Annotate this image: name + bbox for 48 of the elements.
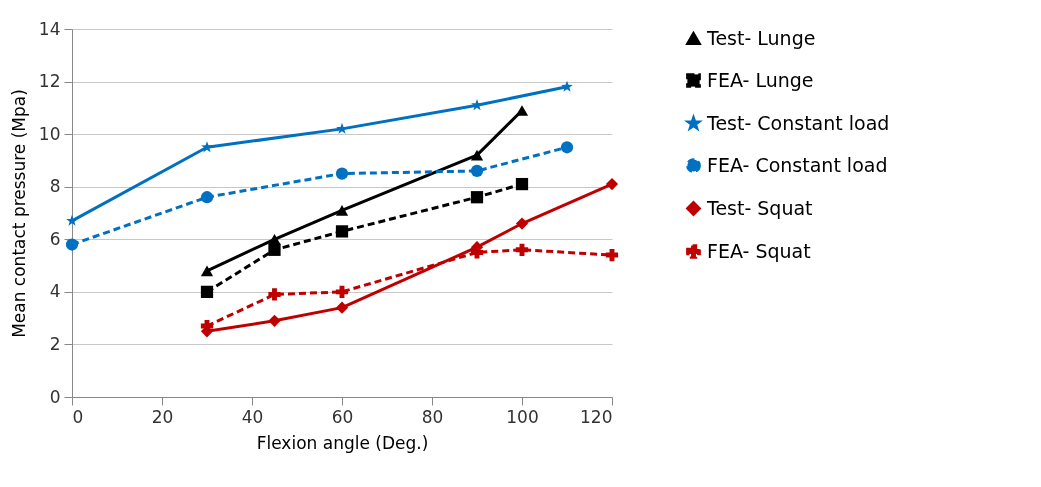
- point: [515, 217, 529, 230]
- point: [335, 225, 349, 238]
- x-tick-label: 120: [580, 406, 613, 427]
- point: [200, 265, 214, 277]
- point: [268, 288, 281, 301]
- y-tick-label: 6: [49, 228, 61, 249]
- y-axis-title: Mean contact pressure (Mpa): [8, 89, 29, 338]
- point: [201, 141, 213, 153]
- point: [605, 177, 619, 191]
- point: [268, 243, 281, 256]
- x-tick-label: 60: [331, 406, 354, 427]
- point: [560, 141, 574, 154]
- point: [470, 191, 484, 204]
- y-tick-label: 10: [38, 123, 61, 144]
- legend-label: Test- Squat: [706, 196, 813, 219]
- x-tick-label: 20: [151, 406, 174, 427]
- x-tick-label: 0: [72, 406, 84, 427]
- point: [335, 167, 349, 180]
- x-tick-label: 40: [241, 406, 264, 427]
- point: [65, 238, 79, 251]
- y-tick-label: 12: [38, 71, 61, 92]
- point: [605, 248, 619, 262]
- point: [515, 177, 529, 191]
- legend-label: FEA- Squat: [707, 239, 811, 262]
- legend-label: FEA- Constant load: [707, 153, 888, 176]
- point: [200, 191, 214, 204]
- x-tick-label: 100: [506, 406, 539, 427]
- point: [335, 205, 349, 216]
- point: [66, 214, 78, 226]
- point: [515, 105, 529, 116]
- point: [335, 285, 349, 298]
- y-tick-label: 0: [49, 386, 61, 407]
- point: [268, 314, 281, 327]
- legend-label: Test- Constant load: [706, 111, 890, 134]
- y-tick-label: 4: [49, 281, 61, 302]
- y-tick-label: 14: [38, 18, 61, 39]
- x-axis-title: Flexion angle (Deg.): [256, 432, 429, 453]
- point: [200, 285, 214, 298]
- legend-label: Test- Lunge: [706, 26, 816, 49]
- legend-label: FEA- Lunge: [707, 68, 814, 91]
- point: [470, 149, 484, 161]
- y-tick-label: 2: [49, 333, 61, 354]
- point: [561, 80, 573, 92]
- x-tick-label: 80: [421, 406, 444, 427]
- y-tick-label: 8: [49, 176, 61, 197]
- point: [335, 301, 349, 314]
- point: [470, 164, 484, 178]
- point: [515, 243, 529, 256]
